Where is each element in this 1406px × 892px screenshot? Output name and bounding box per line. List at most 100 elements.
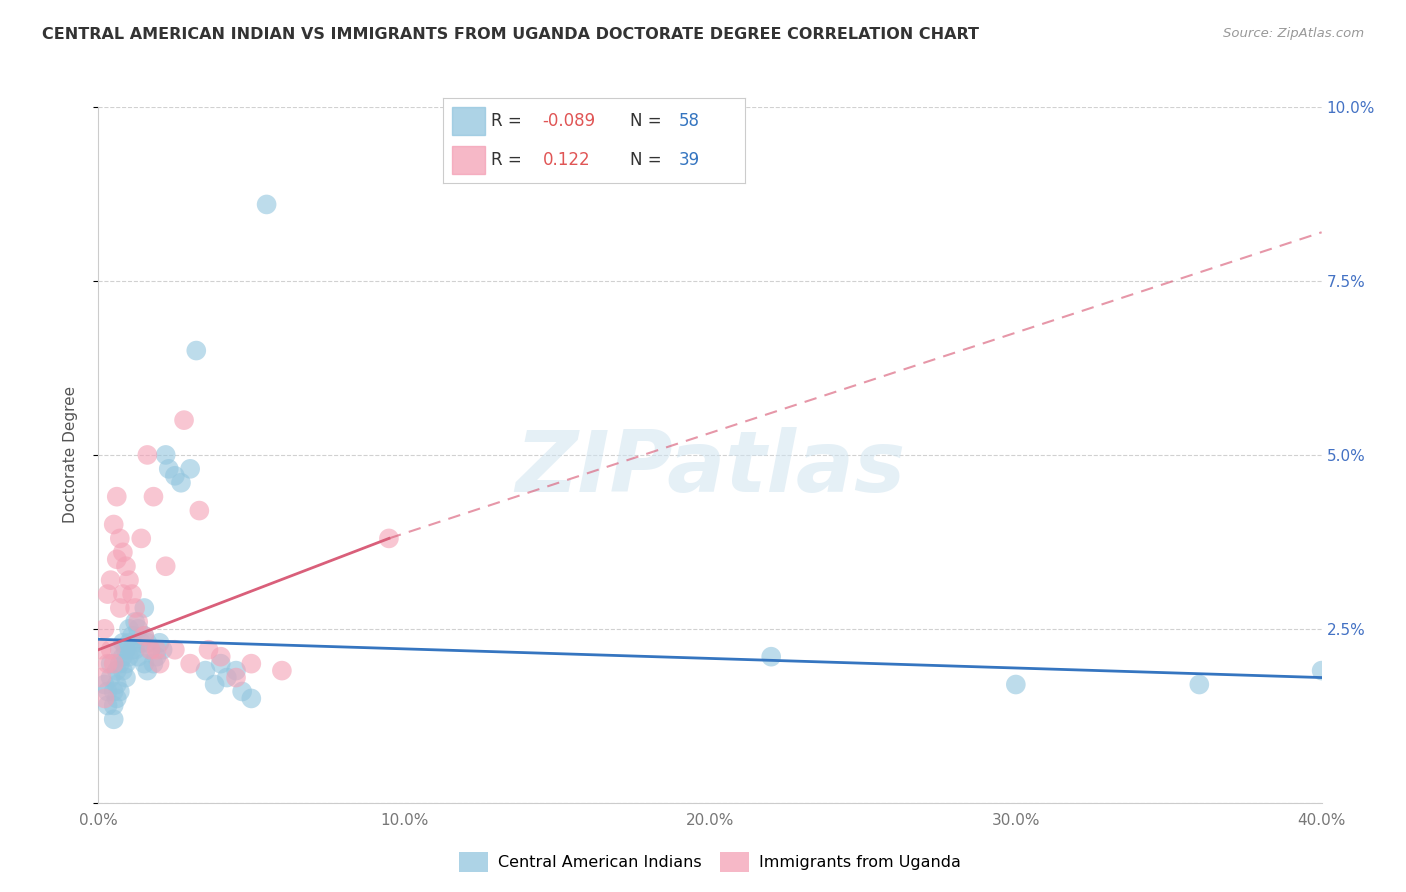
Point [204,677,226,691]
Text: ZIPatlas: ZIPatlas [515,427,905,510]
Point [108,532,131,546]
Point [108,657,131,671]
Point [134,601,156,615]
Point [240,691,263,706]
Point [103,657,125,671]
Point [136,664,159,678]
Point [139,642,162,657]
Point [108,601,131,615]
Point [111,587,134,601]
Point [1004,677,1026,691]
Point [115,642,138,657]
Text: CENTRAL AMERICAN INDIAN VS IMMIGRANTS FROM UGANDA DOCTORATE DEGREE CORRELATION C: CENTRAL AMERICAN INDIAN VS IMMIGRANTS FR… [42,27,979,42]
Bar [451,145,485,175]
Text: R =: R = [491,151,527,169]
Point [111,636,134,650]
Point [179,657,201,671]
Point [115,657,138,671]
Point [134,629,156,643]
Point [163,468,186,483]
Text: N =: N = [630,112,668,130]
Point [105,490,128,504]
Y-axis label: Doctorate Degree: Doctorate Degree [63,386,77,524]
Legend: Central American Indians, Immigrants from Uganda: Central American Indians, Immigrants fro… [453,846,967,879]
Text: Source: ZipAtlas.com: Source: ZipAtlas.com [1223,27,1364,40]
Text: 39: 39 [679,151,700,169]
Point [152,642,174,657]
Point [186,343,208,358]
Point [97,684,120,698]
Point [149,657,172,671]
Point [93,677,115,691]
Point [209,657,232,671]
Point [108,642,131,657]
Point [100,657,122,671]
Point [142,657,165,671]
Point [225,664,247,678]
Point [111,664,134,678]
Point [124,615,146,629]
Point [93,622,115,636]
Point [105,552,128,566]
Point [256,197,278,211]
Point [121,629,143,643]
Point [163,642,186,657]
Point [378,532,401,546]
Point [115,671,138,685]
Point [97,587,120,601]
Point [97,657,120,671]
Text: -0.089: -0.089 [543,112,596,130]
Point [145,649,167,664]
Point [173,413,195,427]
Point [136,636,159,650]
Point [170,475,193,490]
Point [194,664,217,678]
Point [121,587,143,601]
Point [93,691,115,706]
Point [145,642,167,657]
Point [118,622,141,636]
Point [103,712,125,726]
Point [103,684,125,698]
Point [179,462,201,476]
Point [197,642,219,657]
Point [100,671,122,685]
Point [103,517,125,532]
Point [127,649,149,664]
Point [139,642,162,657]
Point [142,490,165,504]
Bar [451,107,485,136]
Point [100,642,122,657]
Point [1310,664,1333,678]
Point [121,642,143,657]
Point [118,649,141,664]
Point [124,601,146,615]
Point [118,636,141,650]
Point [127,622,149,636]
Point [90,642,112,657]
Point [124,642,146,657]
Point [155,559,177,574]
Point [155,448,177,462]
Point [90,671,112,685]
Point [157,462,180,476]
Point [129,532,152,546]
Point [134,657,156,671]
Text: 0.122: 0.122 [543,151,591,169]
Point [127,615,149,629]
Text: R =: R = [491,112,527,130]
Point [103,698,125,713]
Point [97,698,120,713]
Point [134,629,156,643]
Point [188,503,211,517]
Point [136,448,159,462]
Point [111,545,134,559]
Point [215,671,238,685]
Point [209,649,232,664]
Point [105,664,128,678]
Point [231,684,253,698]
Point [118,573,141,587]
Point [111,649,134,664]
Point [225,671,247,685]
Point [149,636,172,650]
